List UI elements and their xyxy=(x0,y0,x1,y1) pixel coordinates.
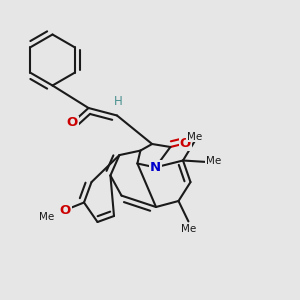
Text: O: O xyxy=(66,116,78,130)
Text: O: O xyxy=(179,137,191,150)
Text: O: O xyxy=(60,203,71,217)
Text: Me: Me xyxy=(181,224,196,234)
Text: Me: Me xyxy=(206,155,221,166)
Text: Me: Me xyxy=(187,131,202,142)
Text: N: N xyxy=(150,161,161,174)
Text: H: H xyxy=(114,94,123,108)
Text: Me: Me xyxy=(39,212,54,223)
